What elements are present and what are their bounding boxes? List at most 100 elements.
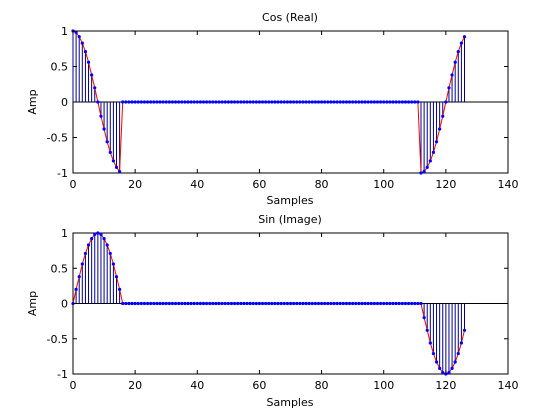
point-sin-18 [127,301,131,306]
point-sin-73 [298,301,302,306]
point-cos-89 [347,100,352,104]
x-tick-label-cos-0: 0 [70,178,77,191]
point-sin-87 [341,301,345,306]
point-cos-44 [208,100,212,104]
point-cos-96 [369,100,373,104]
point-sin-29 [161,301,165,306]
point-cos-117 [434,140,439,144]
point-sin-88 [344,301,349,306]
point-cos-52 [232,100,237,104]
y-axis-label-sin: Amp [26,291,39,316]
point-sin-114 [425,328,429,332]
point-cos-101 [385,100,389,104]
point-cos-74 [301,100,305,104]
point-cos-54 [239,100,243,104]
point-sin-50 [226,301,230,306]
point-sin-40 [195,301,199,306]
point-cos-85 [335,100,339,104]
point-sin-2 [77,275,81,279]
point-sin-107 [403,301,408,306]
point-sin-46 [214,301,218,306]
point-cos-99 [379,100,383,104]
point-cos-110 [413,100,417,104]
point-cos-23 [142,100,147,104]
point-sin-90 [351,301,355,306]
point-cos-38 [189,100,193,104]
point-cos-11 [105,140,109,144]
point-cos-20 [133,100,137,104]
point-sin-23 [142,301,147,306]
point-cos-116 [431,150,436,155]
x-tick-label-sin-7: 140 [498,379,519,392]
point-cos-94 [363,100,367,104]
point-sin-82 [326,301,330,306]
point-cos-41 [198,100,202,104]
subplot-cos: Cos (Real) 0 20 40 60 80 100 120 140 -1 -0.5 0 0.5 1… [26,11,519,207]
point-cos-53 [236,100,240,104]
y-axis-label-cos: Amp [26,89,39,114]
point-cos-71 [292,100,296,104]
point-sin-69 [285,301,289,306]
point-cos-69 [285,100,289,104]
x-tick-label-cos-1: 20 [128,178,142,191]
ticks-sin: 0 20 40 60 80 100 120 140 -1 -0.5 0 0.5 1 [47,227,519,392]
x-tick-label-cos-7: 140 [498,178,519,191]
point-sin-117 [434,360,439,364]
point-cos-95 [366,100,370,104]
point-cos-112 [419,171,423,175]
point-cos-62 [264,100,268,104]
point-sin-34 [177,301,181,306]
y-tick-label-cos-0: -1 [57,167,68,180]
point-sin-103 [391,301,395,306]
point-sin-105 [397,301,401,306]
point-sin-94 [363,301,367,306]
point-cos-75 [304,100,308,104]
point-cos-113 [422,169,426,174]
point-cos-124 [456,49,460,54]
point-cos-4 [83,49,88,54]
point-cos-29 [161,100,165,104]
point-sin-30 [164,301,168,306]
point-sin-19 [130,301,134,306]
point-cos-47 [217,100,221,104]
point-cos-42 [201,100,206,104]
point-sin-57 [248,301,252,306]
point-cos-103 [391,100,395,104]
point-sin-42 [201,301,206,306]
point-cos-15 [118,169,122,174]
point-cos-27 [155,100,159,104]
point-cos-43 [205,100,209,104]
point-sin-62 [264,301,268,306]
point-sin-22 [139,301,143,306]
x-axis-label-cos: Samples [267,194,314,207]
point-sin-31 [167,301,171,306]
x-tick-label-sin-2: 40 [190,379,204,392]
point-cos-61 [260,100,265,104]
point-cos-33 [173,100,178,104]
x-tick-label-cos-6: 120 [435,178,456,191]
point-sin-81 [323,301,327,306]
point-cos-73 [298,100,302,104]
point-cos-120 [444,100,448,104]
point-sin-89 [347,301,352,306]
point-cos-87 [341,100,345,104]
point-sin-115 [428,341,432,345]
point-cos-92 [357,100,361,104]
point-sin-71 [292,301,296,306]
point-sin-85 [335,301,339,306]
point-cos-65 [273,100,277,104]
point-sin-86 [338,301,342,306]
point-sin-14 [114,275,119,279]
plot-area-sin [71,231,467,376]
point-sin-92 [357,301,361,306]
point-sin-106 [400,301,404,306]
point-sin-101 [385,301,389,306]
point-sin-52 [232,301,237,306]
y-tick-label-sin-1: -0.5 [47,333,68,346]
point-sin-10 [102,237,106,241]
point-cos-30 [164,100,168,104]
y-tick-label-sin-0: -1 [57,368,68,381]
point-sin-93 [360,301,364,306]
point-sin-16 [121,301,125,306]
point-cos-57 [248,100,252,104]
